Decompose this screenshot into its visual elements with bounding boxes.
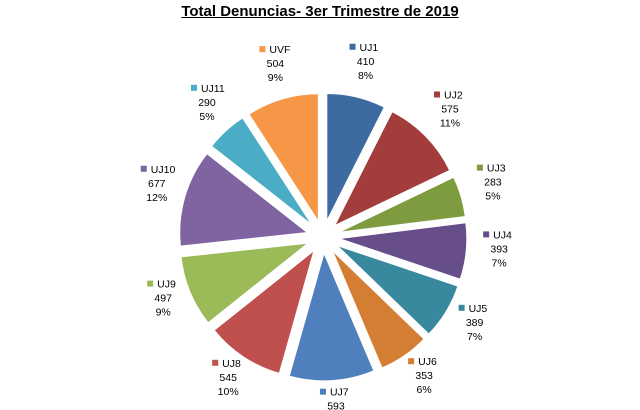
label-percent: 9% <box>268 72 283 84</box>
label-value: 575 <box>441 104 459 116</box>
pie-slice-uj9 <box>180 242 311 324</box>
label-name: UJ2 <box>444 90 463 102</box>
label-percent: 12% <box>146 192 167 204</box>
label-name: UJ5 <box>469 303 488 315</box>
data-label-uj2: UJ2 575 11% <box>433 90 463 130</box>
legend-key-uj9 <box>147 280 154 287</box>
pie-slice-uj5 <box>336 244 459 336</box>
legend-key-uj3 <box>476 164 483 171</box>
legend-key-uj4 <box>483 231 490 238</box>
pie-slice-uj2 <box>333 110 451 228</box>
label-value: 593 <box>327 401 345 410</box>
label-value: 290 <box>198 97 216 109</box>
legend-key-uj8 <box>212 359 219 366</box>
label-name: UVF <box>269 44 290 56</box>
legend-key-uj5 <box>458 304 465 311</box>
label-value: 410 <box>357 56 375 68</box>
label-name: UJ11 <box>201 83 225 95</box>
legend-key-uj10 <box>140 165 147 172</box>
label-value: 677 <box>148 178 166 190</box>
label-name: UJ7 <box>330 387 349 399</box>
pie-slice-uj1 <box>326 92 386 222</box>
label-value: 504 <box>267 58 285 70</box>
label-name: UJ10 <box>151 164 176 176</box>
label-name: UJ9 <box>157 279 176 291</box>
legend-key-uj2 <box>433 91 440 98</box>
chart-title: Total Denuncias- 3er Trimestre de 2019 <box>181 3 459 20</box>
data-label-uj5: UJ5 389 7% <box>458 303 488 343</box>
data-label-uj9: UJ9 497 9% <box>147 279 176 319</box>
label-percent: 5% <box>485 191 500 203</box>
label-value: 389 <box>466 317 484 329</box>
pie-slice-uvf <box>248 93 320 224</box>
label-name: UJ6 <box>418 356 437 368</box>
label-percent: 8% <box>358 70 373 82</box>
legend-key-uj7 <box>319 388 326 395</box>
label-value: 545 <box>219 372 237 384</box>
legend-key-uj6 <box>408 358 415 365</box>
label-percent: 7% <box>492 257 507 269</box>
pie-slice-uj8 <box>213 248 316 375</box>
label-percent: 10% <box>218 386 239 398</box>
label-value: 393 <box>490 243 508 255</box>
pie-slice-uj7 <box>288 251 375 382</box>
data-label-uj4: UJ4 393 7% <box>483 229 512 269</box>
pie-slice-uj11 <box>210 116 313 226</box>
label-name: UJ8 <box>222 358 241 370</box>
data-label-uj7: UJ759311% <box>319 387 349 410</box>
pie-slice-uj10 <box>179 152 310 247</box>
pie-slice-uj4 <box>338 222 468 281</box>
data-label-uj6: UJ6 353 6% <box>408 356 437 396</box>
legend-key-uj11 <box>190 84 197 91</box>
label-percent: 7% <box>467 331 482 343</box>
label-value: 353 <box>415 370 433 382</box>
label-name: UJ1 <box>360 42 379 54</box>
data-label-uj1: UJ1 410 8% <box>349 42 379 82</box>
legend-key-uj1 <box>349 43 356 50</box>
label-percent: 6% <box>417 384 432 396</box>
data-label-uj3: UJ3 283 5% <box>476 163 506 203</box>
label-name: UJ3 <box>487 163 506 175</box>
label-percent: 5% <box>199 111 214 123</box>
pie-slice-uj6 <box>331 249 426 369</box>
data-label-uj8: UJ8 545 10% <box>212 358 241 398</box>
data-label-uj11: UJ11 290 5% <box>190 83 225 123</box>
label-percent: 11% <box>440 118 460 130</box>
legend-key-uvf <box>259 46 266 53</box>
pie-slice-uj3 <box>338 176 467 234</box>
label-name: UJ4 <box>493 229 512 241</box>
data-label-uj10: UJ10 677 12% <box>140 164 176 204</box>
label-value: 283 <box>484 177 502 189</box>
label-percent: 9% <box>156 307 171 319</box>
data-label-uvf: UVF 504 9% <box>259 44 290 84</box>
label-value: 497 <box>154 293 172 305</box>
